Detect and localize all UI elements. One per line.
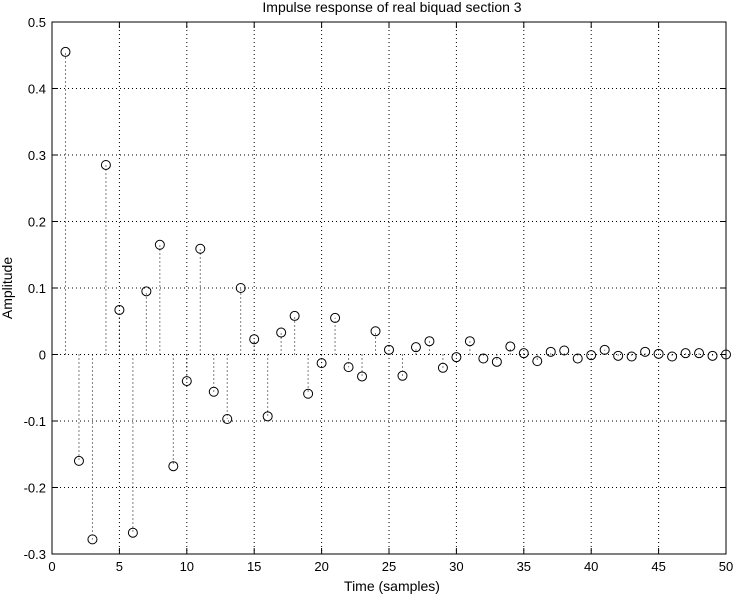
- data-point: [559, 345, 570, 356]
- x-tick-label: 40: [584, 559, 598, 574]
- data-point: [100, 159, 111, 170]
- y-tick-label: -0.2: [24, 481, 46, 496]
- data-point: [141, 286, 152, 297]
- data-point: [384, 344, 394, 355]
- data-point: [262, 411, 273, 422]
- data-point: [626, 351, 637, 362]
- data-point: [87, 534, 98, 545]
- data-point: [316, 358, 327, 369]
- x-tick-label: 25: [382, 559, 396, 574]
- data-point: [168, 461, 179, 472]
- data-markers: [60, 46, 731, 545]
- y-tick-labels: -0.3 -0.2 -0.1 0 0.1 0.2 0.3 0.4 0.5: [24, 15, 46, 562]
- data-point: [208, 386, 219, 397]
- data-point: [532, 356, 543, 367]
- x-tick-label: 45: [651, 559, 665, 574]
- y-tick-label: -0.1: [24, 414, 46, 429]
- data-point: [181, 376, 192, 387]
- data-point: [370, 326, 381, 337]
- data-point: [545, 346, 556, 357]
- data-point: [424, 336, 435, 347]
- data-point: [505, 341, 516, 352]
- y-tick-label: 0: [39, 348, 46, 363]
- data-point: [195, 243, 206, 254]
- data-point: [114, 304, 125, 315]
- data-point: [276, 327, 287, 338]
- data-point: [437, 362, 448, 373]
- x-tick-label: 0: [48, 559, 55, 574]
- data-point: [357, 371, 368, 382]
- data-point: [586, 350, 597, 361]
- data-point: [410, 342, 421, 353]
- data-point: [222, 414, 233, 425]
- data-point: [60, 46, 71, 57]
- data-point: [330, 312, 341, 323]
- data-point: [303, 388, 314, 399]
- data-point: [667, 351, 678, 362]
- data-point: [478, 353, 489, 364]
- data-point: [397, 370, 408, 381]
- data-point: [518, 348, 529, 359]
- data-point: [464, 336, 475, 347]
- data-point: [249, 334, 260, 345]
- x-tick-labels: 0 5 10 15 20 25 30 35 40 45 50: [48, 559, 733, 574]
- data-point: [694, 348, 705, 359]
- data-point: [491, 356, 502, 367]
- y-tick-label: 0.2: [28, 215, 46, 230]
- data-point: [640, 346, 651, 357]
- x-axis-label: Time (samples): [344, 578, 440, 594]
- data-point: [451, 352, 462, 363]
- data-point: [707, 350, 718, 361]
- data-point: [680, 348, 691, 359]
- y-tick-label: 0.5: [28, 15, 46, 30]
- y-tick-label: 0.3: [28, 148, 46, 163]
- grid-lines: [52, 22, 726, 554]
- y-axis-label: Amplitude: [0, 257, 15, 319]
- data-point: [154, 239, 165, 250]
- data-point: [599, 344, 610, 355]
- data-point: [73, 455, 84, 466]
- x-tick-label: 15: [247, 559, 261, 574]
- data-point: [572, 353, 583, 364]
- y-tick-label: 0.4: [28, 82, 46, 97]
- data-point: [235, 283, 246, 293]
- axis-ticks: [51, 21, 727, 555]
- x-tick-label: 30: [449, 559, 463, 574]
- x-tick-label: 35: [517, 559, 531, 574]
- data-point: [343, 362, 354, 373]
- x-tick-label: 20: [314, 559, 328, 574]
- x-tick-label: 50: [719, 559, 733, 574]
- data-point: [653, 348, 664, 359]
- data-point: [613, 350, 624, 361]
- chart-title: Impulse response of real biquad section …: [262, 0, 521, 15]
- y-tick-label: 0.1: [28, 281, 46, 296]
- x-tick-label: 5: [116, 559, 123, 574]
- data-point: [127, 527, 138, 538]
- x-tick-label: 10: [180, 559, 194, 574]
- data-point: [289, 310, 300, 321]
- y-tick-label: -0.3: [24, 547, 46, 562]
- stem-lines: [64, 51, 714, 540]
